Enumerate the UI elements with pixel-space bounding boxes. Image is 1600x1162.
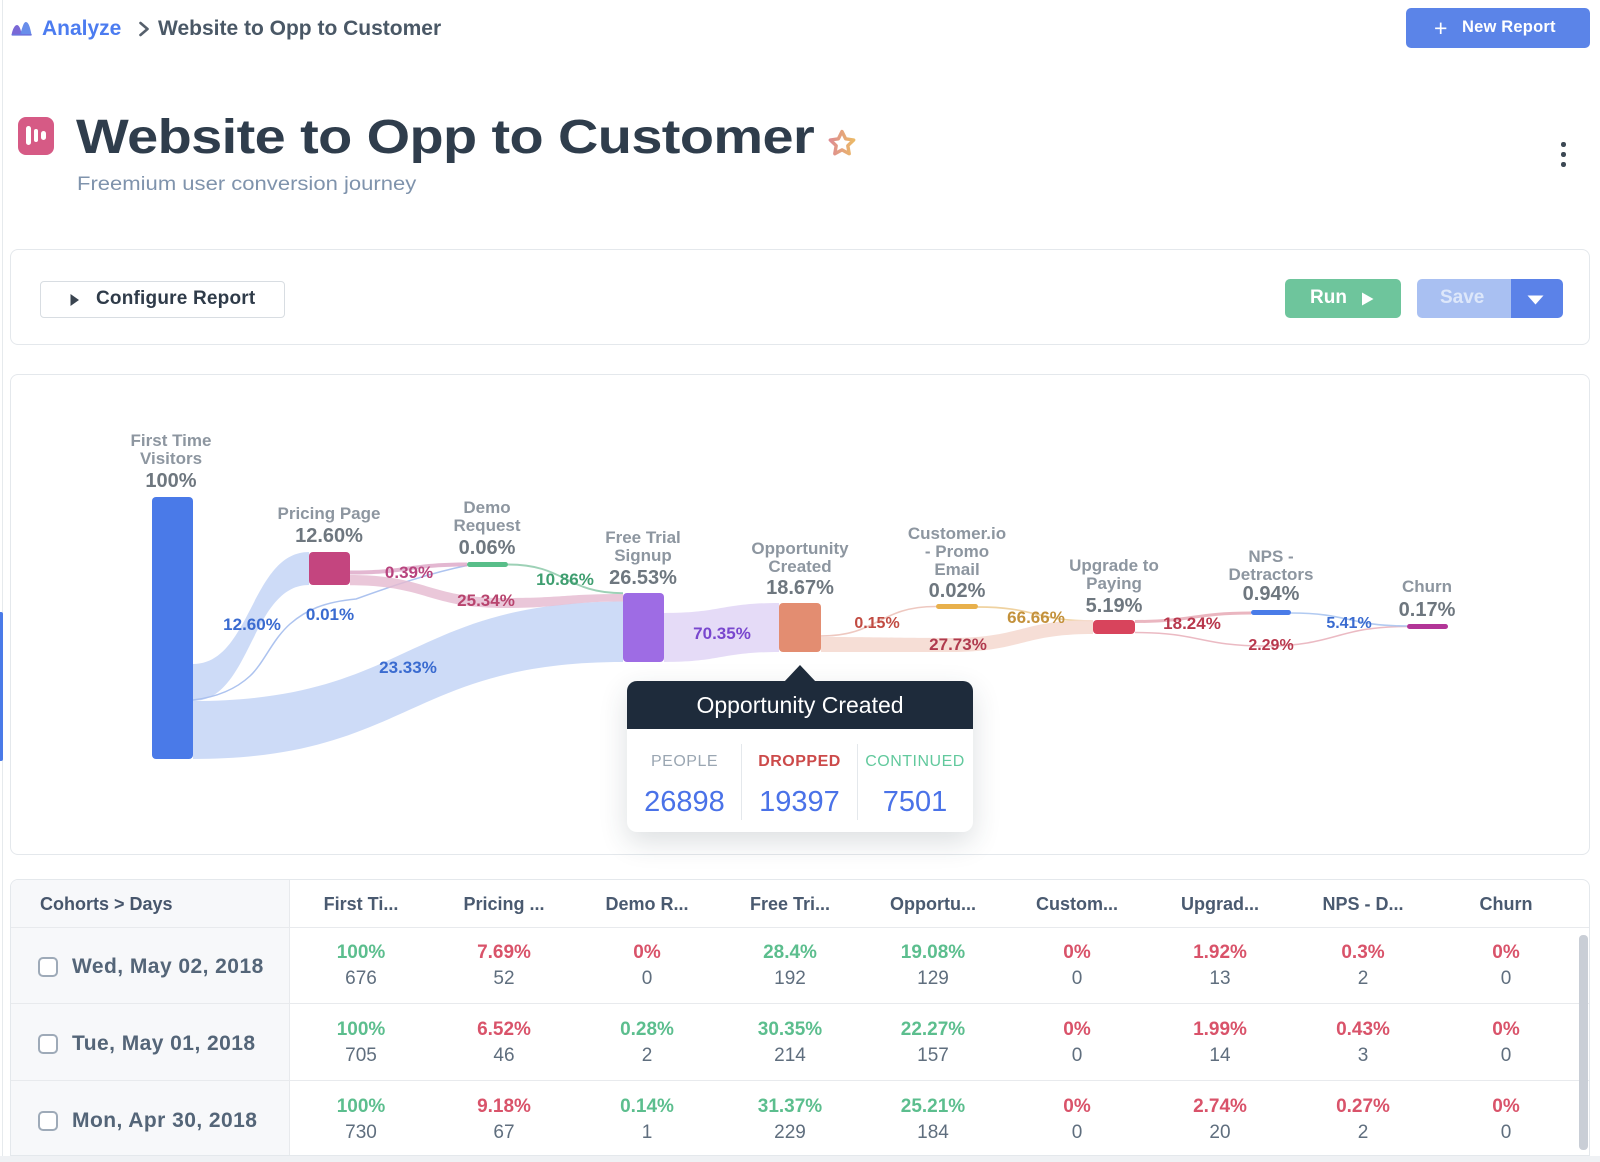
svg-text:18.67%: 18.67% [766, 577, 834, 599]
svg-text:Demo: Demo [463, 498, 510, 517]
svg-text:0.94%: 0.94% [1243, 583, 1300, 605]
svg-text:- Promo: - Promo [925, 542, 989, 561]
svg-text:Signup: Signup [614, 546, 672, 565]
svg-text:Customer.io: Customer.io [908, 524, 1006, 543]
svg-text:Detractors: Detractors [1228, 565, 1313, 584]
svg-text:Created: Created [768, 557, 831, 576]
svg-text:26.53%: 26.53% [609, 567, 677, 589]
svg-text:12.60%: 12.60% [295, 525, 363, 547]
svg-text:23.33%: 23.33% [379, 658, 437, 677]
svg-text:0.01%: 0.01% [306, 605, 354, 624]
svg-text:NPS -: NPS - [1248, 547, 1293, 566]
svg-text:27.73%: 27.73% [929, 635, 987, 654]
svg-text:18.24%: 18.24% [1163, 614, 1221, 633]
svg-text:0.17%: 0.17% [1399, 599, 1456, 621]
svg-text:12.60%: 12.60% [223, 615, 281, 634]
svg-text:0.39%: 0.39% [385, 563, 433, 582]
svg-text:Pricing Page: Pricing Page [278, 504, 381, 523]
svg-text:2.29%: 2.29% [1248, 637, 1293, 654]
svg-text:Opportunity: Opportunity [751, 539, 849, 558]
svg-text:70.35%: 70.35% [693, 624, 751, 643]
svg-text:0.06%: 0.06% [459, 537, 516, 559]
svg-text:25.34%: 25.34% [457, 591, 515, 610]
svg-text:5.41%: 5.41% [1326, 615, 1371, 632]
svg-text:5.19%: 5.19% [1086, 595, 1143, 617]
svg-text:66.66%: 66.66% [1007, 608, 1065, 627]
svg-text:Request: Request [453, 516, 520, 535]
svg-text:0.15%: 0.15% [854, 615, 899, 632]
svg-text:Churn: Churn [1402, 577, 1452, 596]
svg-text:Upgrade to: Upgrade to [1069, 556, 1159, 575]
svg-text:Visitors: Visitors [140, 449, 202, 468]
svg-text:Email: Email [934, 560, 979, 579]
svg-text:100%: 100% [145, 470, 196, 492]
svg-text:Paying: Paying [1086, 574, 1142, 593]
svg-text:10.86%: 10.86% [536, 570, 594, 589]
svg-text:Free Trial: Free Trial [605, 528, 681, 547]
svg-text:0.02%: 0.02% [929, 580, 986, 602]
svg-text:First Time: First Time [131, 431, 212, 450]
